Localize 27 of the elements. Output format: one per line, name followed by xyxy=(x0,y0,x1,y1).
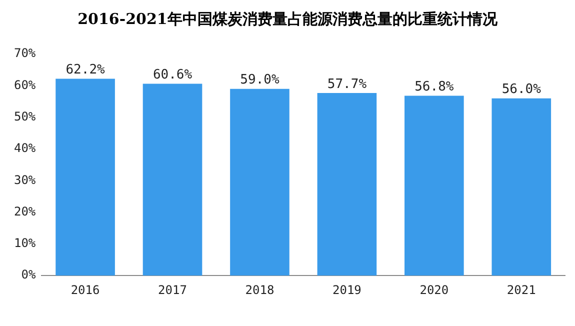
data-label: 56.0% xyxy=(502,82,542,98)
y-tick-label: 40% xyxy=(14,141,36,156)
bar xyxy=(230,88,290,276)
bar xyxy=(56,78,115,276)
bar xyxy=(492,98,552,276)
data-label: 60.6% xyxy=(152,68,192,83)
y-tick-label: 20% xyxy=(14,204,36,218)
data-label: 57.7% xyxy=(327,76,367,92)
bar xyxy=(142,84,202,276)
y-tick-label: 10% xyxy=(14,236,36,250)
y-tick-label: 0% xyxy=(21,268,36,282)
y-tick-label: 70% xyxy=(14,46,36,60)
data-label: 56.8% xyxy=(414,80,454,95)
chart-title: 2016-2021年中国煤炭消费量占能源消费总量的比重统计情况 xyxy=(76,9,498,30)
y-tick-label: 60% xyxy=(14,78,36,92)
x-tick-label: 2020 xyxy=(420,282,449,297)
bar xyxy=(404,96,464,276)
x-tick-label: 2017 xyxy=(158,282,187,297)
y-tick-label: 30% xyxy=(14,172,36,187)
x-tick-label: 2021 xyxy=(506,282,536,297)
x-tick-label: 2016 xyxy=(70,282,100,297)
data-label: 59.0% xyxy=(240,72,280,88)
x-tick-label: 2019 xyxy=(332,282,362,297)
data-label: 62.2% xyxy=(66,62,106,78)
y-tick-label: 50% xyxy=(14,109,36,124)
x-tick-label: 2018 xyxy=(245,282,274,297)
bar xyxy=(317,92,377,276)
